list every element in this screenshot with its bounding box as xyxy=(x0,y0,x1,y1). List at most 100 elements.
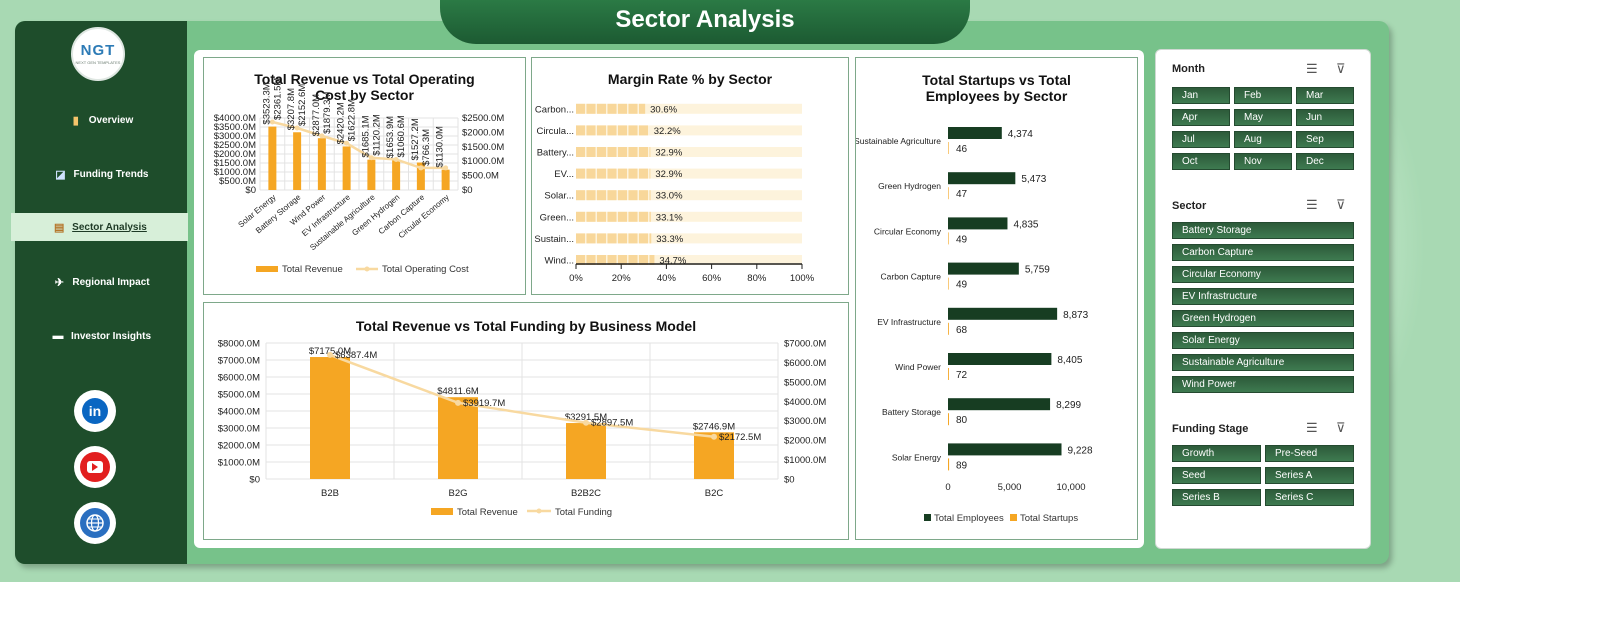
category-label: Green... xyxy=(540,212,574,223)
month-option-feb[interactable]: Feb xyxy=(1234,87,1292,104)
margin-bar-segment xyxy=(639,211,648,222)
nav-item-investor-insights[interactable]: ▬ Investor Insights xyxy=(15,322,187,350)
month-option-dec[interactable]: Dec xyxy=(1296,153,1354,170)
margin-bar-segment xyxy=(628,190,638,201)
margin-bar-segment xyxy=(628,211,638,222)
y2-tick-label: $7000.0M xyxy=(784,339,826,350)
website-icon xyxy=(80,508,110,538)
month-option-aug[interactable]: Aug xyxy=(1234,131,1292,148)
startups-bar xyxy=(948,277,949,290)
revenue-bar xyxy=(293,132,302,190)
employees-bar xyxy=(948,443,1062,456)
margin-bar-segment xyxy=(576,168,585,179)
nav-item-label: Regional Impact xyxy=(72,276,150,288)
website-button[interactable] xyxy=(74,502,116,544)
nav-item-label: Overview xyxy=(88,114,134,126)
sector-option-carbon-capture[interactable]: Carbon Capture xyxy=(1172,244,1354,261)
clear-filter-icon[interactable]: ⊽ xyxy=(1336,420,1346,435)
revenue-bar xyxy=(694,432,734,479)
margin-bar-segment xyxy=(597,103,606,114)
funding-data-label: $6387.4M xyxy=(335,350,377,361)
operating-cost-point xyxy=(344,140,350,146)
clear-filter-icon[interactable]: ⊽ xyxy=(1336,197,1346,212)
month-option-mar[interactable]: Mar xyxy=(1296,87,1354,104)
margin-bar-segment xyxy=(649,233,652,244)
margin-bar-segment xyxy=(628,255,638,265)
startups-bar xyxy=(948,322,949,335)
margin-bar-segment xyxy=(586,103,596,114)
logo-subtitle: NEXT GEN TEMPLATES xyxy=(75,60,121,65)
funding-stage-slicer-title: Funding Stage xyxy=(1172,423,1249,435)
clear-filter-icon[interactable]: ⊽ xyxy=(1336,61,1346,76)
employees-bar xyxy=(948,353,1052,365)
revenue-bar xyxy=(566,423,606,479)
revenue-bar xyxy=(438,397,478,479)
sector-option-sustainable-agriculture[interactable]: Sustainable Agriculture xyxy=(1172,354,1354,371)
nav-item-funding-trends[interactable]: ◪ Funding Trends xyxy=(15,160,187,188)
month-option-oct[interactable]: Oct xyxy=(1172,153,1230,170)
month-option-jun[interactable]: Jun xyxy=(1296,109,1354,126)
sector-option-wind-power[interactable]: Wind Power xyxy=(1172,376,1354,393)
revenue-vs-funding-chart: $8000.0M $7000.0M $6000.0M $5000.0M $4000.0M… xyxy=(218,339,827,519)
margin-bar-segment xyxy=(597,190,606,201)
bar-track xyxy=(576,211,802,222)
operating-cost-data-label: $766.3M xyxy=(421,129,432,166)
y-tick-label: $5000.0M xyxy=(218,390,260,401)
month-option-nov[interactable]: Nov xyxy=(1234,153,1292,170)
x-tick-label: 20% xyxy=(612,273,632,284)
margin-bar-segment xyxy=(618,211,627,222)
employees-data-label: 4,835 xyxy=(1013,219,1038,230)
sector-option-battery-storage[interactable]: Battery Storage xyxy=(1172,222,1354,239)
revenue-data-label: $1685.1M xyxy=(360,115,371,157)
month-option-jul[interactable]: Jul xyxy=(1172,131,1230,148)
multi-select-icon[interactable]: ☰ xyxy=(1306,197,1318,212)
multi-select-icon[interactable]: ☰ xyxy=(1306,420,1318,435)
nav-item-overview[interactable]: ▮ Overview xyxy=(15,106,187,134)
stage-option-series-c[interactable]: Series C xyxy=(1265,489,1354,506)
startups-bar xyxy=(948,413,949,426)
legend-marker xyxy=(536,508,542,514)
nav-item-label: Sector Analysis xyxy=(72,221,147,233)
month-option-may[interactable]: May xyxy=(1234,109,1292,126)
margin-bar-segment xyxy=(618,168,627,179)
legend-label: Total Revenue xyxy=(282,264,343,275)
stage-option-pre-seed[interactable]: Pre-Seed xyxy=(1265,445,1354,462)
stage-option-growth[interactable]: Growth xyxy=(1172,445,1261,462)
bar-track xyxy=(576,190,802,201)
month-option-jan[interactable]: Jan xyxy=(1172,87,1230,104)
sector-option-green-hydrogen[interactable]: Green Hydrogen xyxy=(1172,310,1354,327)
margin-bar-segment xyxy=(576,255,585,265)
x-tick-label: 0 xyxy=(945,482,950,493)
employees-bar xyxy=(948,307,1058,320)
bar-track xyxy=(576,103,802,114)
margin-bar-segment xyxy=(649,255,655,265)
month-option-sep[interactable]: Sep xyxy=(1296,131,1354,148)
margin-bar-segment xyxy=(628,233,638,244)
month-slicer-tools: ☰ ⊽ xyxy=(1306,61,1358,77)
nav-item-sector-analysis[interactable]: ▤ Sector Analysis xyxy=(11,213,188,241)
y-tick-label: $0 xyxy=(249,475,260,486)
margin-bar-segment xyxy=(586,211,596,222)
employees-bar xyxy=(948,172,1016,185)
employees-bar xyxy=(948,262,1019,275)
sector-option-circular-economy[interactable]: Circular Economy xyxy=(1172,266,1354,283)
stage-option-series-b[interactable]: Series B xyxy=(1172,489,1261,506)
nav-item-regional-impact[interactable]: ✈ Regional Impact xyxy=(15,268,187,296)
month-option-apr[interactable]: Apr xyxy=(1172,109,1230,126)
sector-option-ev-infrastructure[interactable]: EV Infrastructure xyxy=(1172,288,1354,305)
margin-bar-segment xyxy=(639,190,648,201)
stage-option-seed[interactable]: Seed xyxy=(1172,467,1261,484)
y-tick-label: $1500.0M xyxy=(214,158,256,169)
funding-point xyxy=(583,419,589,426)
clipboard-icon: ▤ xyxy=(53,221,65,234)
linkedin-button[interactable]: in xyxy=(74,390,116,432)
margin-bar-segment xyxy=(586,168,596,179)
category-label: Solar Energy xyxy=(892,452,942,462)
youtube-button[interactable] xyxy=(74,446,116,488)
employees-data-label: 8,405 xyxy=(1057,355,1082,366)
stage-option-series-a[interactable]: Series A xyxy=(1265,467,1354,484)
multi-select-icon[interactable]: ☰ xyxy=(1306,61,1318,76)
category-label: Battery Storage xyxy=(882,407,941,417)
sector-option-solar-energy[interactable]: Solar Energy xyxy=(1172,332,1354,349)
logo: NGT NEXT GEN TEMPLATES xyxy=(71,27,125,81)
